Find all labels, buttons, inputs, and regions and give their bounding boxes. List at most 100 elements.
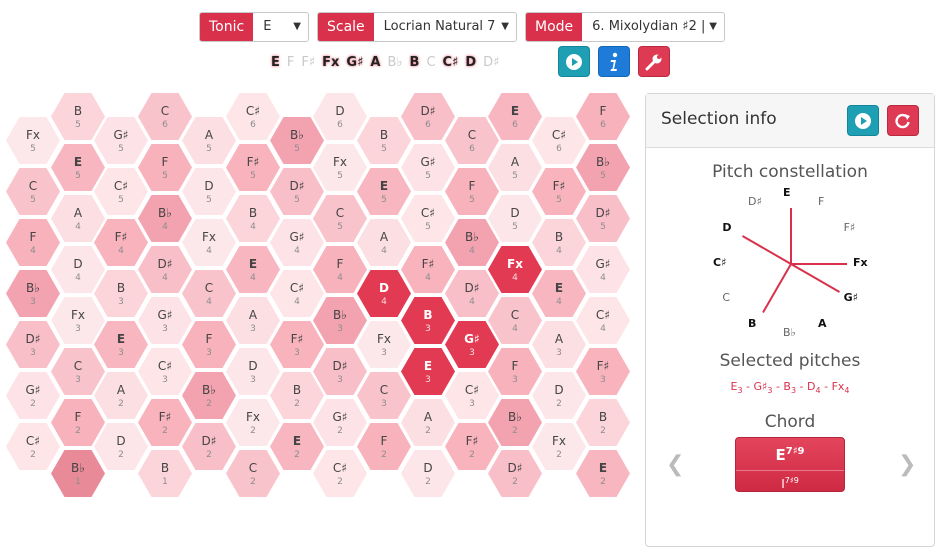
hex-key[interactable]: D♯ 3 — [6, 321, 60, 368]
scale-note-7[interactable]: B — [409, 54, 420, 70]
chord-button[interactable]: E7♯9 I7♯9 — [735, 437, 845, 492]
scale-note-3[interactable]: Fx — [322, 54, 340, 70]
hex-key[interactable]: G♯ 4 — [270, 219, 324, 266]
scale-note-1[interactable]: F — [286, 54, 295, 70]
hex-key[interactable]: C♯ 3 — [445, 372, 499, 419]
hex-key[interactable]: B♭ 2 — [488, 399, 542, 446]
hex-key[interactable]: F♯ 4 — [94, 219, 148, 266]
scale-note-0[interactable]: E — [271, 54, 280, 70]
tonic-value[interactable]: E ▼ — [253, 13, 308, 41]
hex-key[interactable]: C♯ 4 — [270, 270, 324, 317]
hex-key[interactable]: Fx 2 — [532, 423, 586, 470]
hex-key[interactable]: F♯ 5 — [226, 144, 280, 191]
hex-key[interactable]: Fx 2 — [226, 399, 280, 446]
hex-key[interactable]: G♯ 5 — [94, 117, 148, 164]
hex-key[interactable]: D♯ 4 — [138, 246, 192, 293]
hex-key[interactable]: B♭ 3 — [313, 297, 367, 344]
hex-key[interactable]: B♭ 3 — [6, 270, 60, 317]
hex-key[interactable]: Fx 5 — [6, 117, 60, 164]
chevron-right-icon[interactable]: ❯ — [898, 452, 917, 477]
hex-key[interactable]: D♯ 5 — [576, 195, 630, 242]
hex-key[interactable]: D♯ 4 — [445, 270, 499, 317]
play-selection-button[interactable] — [847, 105, 879, 136]
hex-key[interactable]: C♯ 6 — [532, 117, 586, 164]
hex-key[interactable]: C♯ 2 — [6, 423, 60, 470]
play-button[interactable] — [558, 46, 590, 77]
settings-button[interactable] — [638, 46, 670, 77]
hex-key[interactable]: D♯ 3 — [313, 348, 367, 395]
hex-key[interactable]: D♯ 6 — [401, 93, 455, 140]
info-button[interactable] — [598, 46, 630, 77]
hex-key[interactable]: F♯ 3 — [576, 348, 630, 395]
hex-key[interactable]: G♯ 2 — [313, 399, 367, 446]
hex-key[interactable]: G♯ 2 — [6, 372, 60, 419]
hex-key[interactable]: Fx 5 — [313, 144, 367, 191]
scale-value[interactable]: Locrian Natural 7 ▼ — [374, 13, 516, 41]
scale-note-6[interactable]: B♭ — [387, 54, 403, 70]
hex-key[interactable]: F♯ 5 — [532, 168, 586, 215]
hex-key[interactable]: F♯ 2 — [445, 423, 499, 470]
hex-key[interactable]: G♯ 4 — [576, 246, 630, 293]
hex-key[interactable]: F♯ 2 — [138, 399, 192, 446]
tonic-select[interactable]: Tonic E ▼ — [199, 12, 309, 42]
chevron-left-icon[interactable]: ❮ — [666, 452, 685, 477]
scale-note-5[interactable]: A — [370, 54, 381, 70]
hex-key[interactable]: C♯ 2 — [313, 450, 367, 497]
hex-key[interactable]: B♭ 5 — [576, 144, 630, 191]
hex-key[interactable]: Fx 3 — [51, 297, 105, 344]
hex-key[interactable]: B♭ 4 — [445, 219, 499, 266]
hex-key[interactable]: D♯ 2 — [488, 450, 542, 497]
hex-key[interactable]: F♯ 4 — [401, 246, 455, 293]
hex-key[interactable]: Fx 4 — [488, 246, 542, 293]
hex-key[interactable]: C♯ 3 — [138, 348, 192, 395]
scale-note-2[interactable]: F♯ — [301, 54, 316, 70]
hex-key[interactable]: Fx 4 — [182, 219, 236, 266]
scale-note-9[interactable]: C♯ — [442, 54, 459, 70]
hex-key[interactable]: Fx 3 — [357, 321, 411, 368]
scale-note-11[interactable]: D♯ — [483, 54, 500, 70]
